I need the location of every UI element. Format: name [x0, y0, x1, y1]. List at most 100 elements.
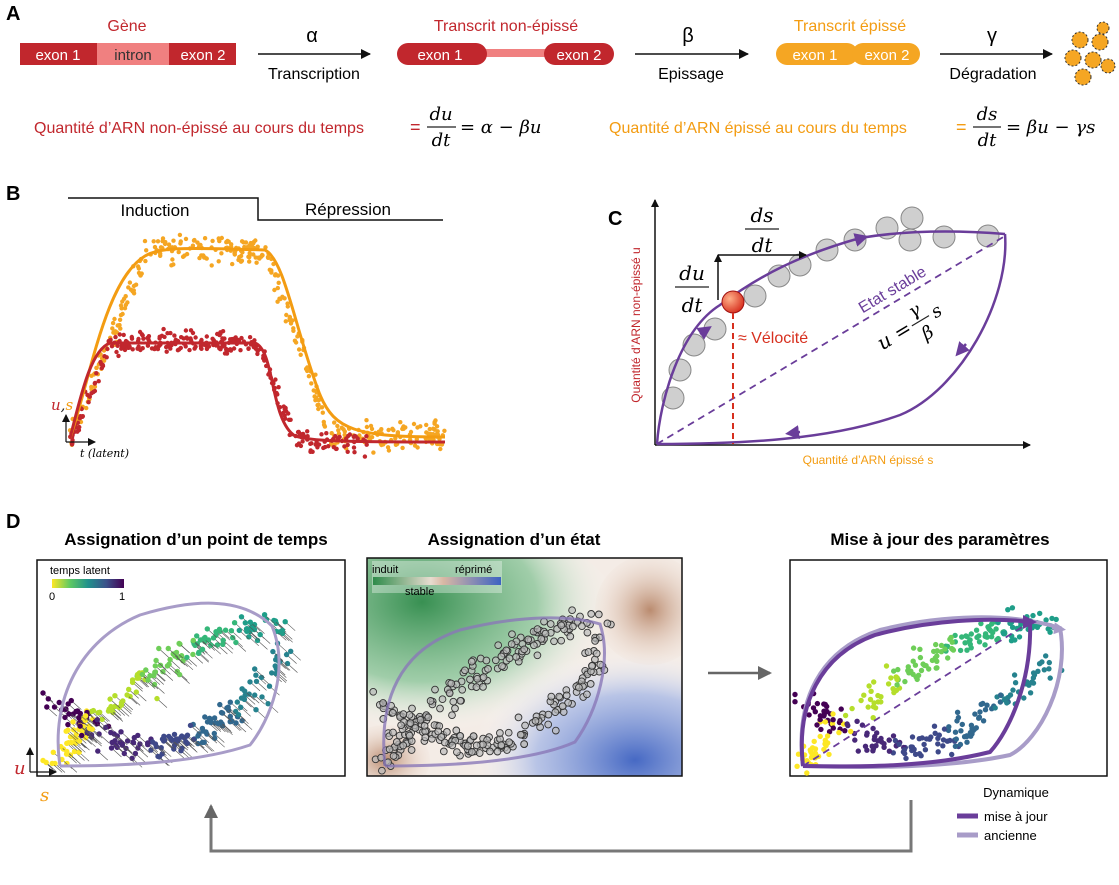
unspliced-point — [364, 434, 369, 439]
spliced-point — [379, 442, 384, 448]
spliced-point — [184, 251, 190, 257]
cell-point — [406, 719, 415, 727]
cell-point — [978, 620, 984, 627]
spliced-point — [432, 420, 437, 425]
unspliced-point — [347, 432, 353, 437]
degradation-label: Dégradation — [949, 66, 1036, 83]
cell-point — [949, 639, 955, 645]
cell-point — [811, 738, 817, 745]
cell-point — [73, 708, 79, 715]
cell-point — [1010, 687, 1016, 693]
unspliced-point — [117, 332, 123, 337]
cell-point — [266, 683, 273, 689]
cell-point — [1030, 670, 1037, 676]
cell-point — [196, 649, 202, 655]
cell-point — [269, 670, 275, 676]
induction-label: Induction — [121, 201, 190, 220]
upper-trajectory — [655, 230, 1006, 445]
cell-point — [179, 745, 185, 751]
cell-point — [583, 628, 592, 637]
cell-point — [894, 682, 900, 688]
spliced-point — [342, 432, 347, 438]
cell-point — [587, 610, 596, 618]
cell-point — [469, 732, 478, 740]
cell-point — [171, 746, 177, 752]
cell-point — [854, 718, 860, 724]
cell-point — [550, 637, 558, 646]
spliced-point — [192, 237, 197, 243]
cell-point — [456, 732, 465, 740]
unspliced-point — [288, 417, 293, 422]
spliced-point — [163, 239, 168, 245]
cell-point — [922, 747, 929, 753]
cell-point — [261, 612, 268, 618]
stable-zone-top — [595, 558, 682, 665]
spliced-point — [176, 249, 181, 255]
spliced-point — [236, 257, 241, 263]
cell-point — [932, 655, 938, 661]
highlighted-cell — [721, 290, 745, 314]
cell-point — [971, 726, 978, 732]
unspliced-point — [136, 336, 141, 342]
cell-point — [493, 747, 502, 756]
repression-label: Répression — [305, 200, 391, 219]
unspliced-point — [141, 336, 146, 341]
panel-d: D Assignation d’un point de temps temps … — [6, 511, 1108, 853]
cell-point — [145, 740, 151, 746]
cell-point — [216, 626, 223, 632]
cell-point — [910, 671, 916, 677]
cell-point — [472, 741, 481, 750]
spliced-point — [272, 287, 277, 293]
spliced-point — [277, 296, 282, 301]
cell-point — [997, 699, 1004, 705]
cell-point — [211, 730, 217, 737]
cell-point — [201, 739, 207, 745]
cell-point — [512, 653, 520, 661]
cell-point — [886, 737, 892, 743]
cell-point — [77, 723, 83, 729]
spliced-point — [400, 445, 405, 451]
cell-point — [1047, 629, 1053, 635]
cell-point — [964, 647, 970, 653]
cell-point — [265, 701, 271, 707]
spliced-point — [89, 373, 94, 378]
cell-point — [520, 740, 528, 748]
spliced-point — [171, 262, 176, 267]
cell-point — [225, 704, 231, 710]
cell-point — [812, 709, 818, 715]
cell-point — [524, 635, 533, 644]
spliced-point — [123, 302, 128, 308]
cell-point — [972, 711, 978, 717]
eq-ds-numerator: ds — [977, 104, 998, 125]
spliced-point — [190, 243, 196, 248]
spliced-point — [296, 347, 302, 352]
cell-point — [533, 625, 542, 633]
spliced-point — [298, 352, 303, 357]
cell-point — [108, 729, 114, 736]
cell-point — [236, 627, 242, 634]
spliced-point — [415, 425, 420, 430]
cell-point — [259, 694, 265, 700]
steady-state-line — [656, 235, 1006, 445]
cell-point — [546, 620, 555, 628]
cell-point — [586, 680, 595, 688]
cell-point — [931, 723, 938, 729]
spliced-point — [131, 291, 137, 296]
cell-point — [215, 720, 221, 727]
state-assignment-frame — [366, 557, 683, 777]
spliced-point — [240, 250, 245, 255]
cell-point — [824, 708, 830, 715]
unspliced-point — [193, 344, 198, 349]
cell-point — [151, 681, 158, 688]
cell-point — [63, 751, 70, 757]
cell-point — [203, 729, 209, 735]
cell-point — [227, 713, 233, 720]
cell-point — [885, 681, 892, 687]
unspliced-point — [129, 336, 135, 341]
cell-point — [917, 654, 924, 661]
cell-point — [928, 734, 934, 740]
spliced-point — [431, 426, 436, 431]
cell-point — [436, 704, 444, 713]
spliced-point — [177, 232, 183, 238]
eq-s: s — [927, 300, 946, 323]
